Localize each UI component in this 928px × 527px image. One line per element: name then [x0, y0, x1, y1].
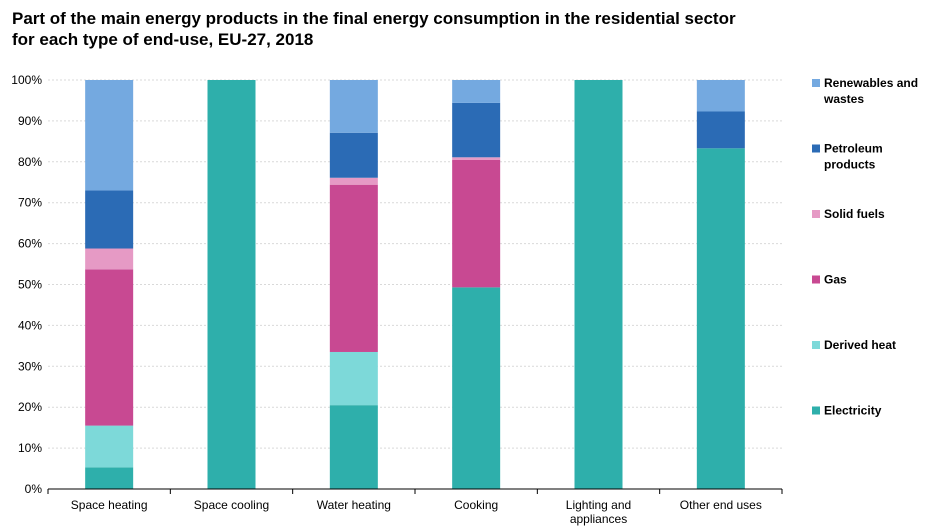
- bar-segment: [85, 80, 134, 191]
- legend-label: products: [824, 158, 876, 172]
- bar-segment: [574, 80, 623, 489]
- legend-label: Petroleum: [824, 142, 883, 156]
- bar-segment: [85, 269, 134, 426]
- legend-label: Solid fuels: [824, 207, 885, 221]
- bar-segment: [329, 184, 378, 352]
- y-axis: 0% 10% 20% 30% 40% 50% 60% 70% 80% 90% 100%: [11, 73, 42, 496]
- bar-segment: [85, 248, 134, 270]
- bar-segment: [207, 80, 256, 489]
- legend-swatch: [812, 79, 820, 87]
- x-tick-label: appliances: [570, 512, 627, 526]
- gridlines: [48, 79, 782, 449]
- legend-label: wastes: [823, 92, 864, 106]
- bar-segment: [696, 80, 745, 112]
- x-tick-label: Lighting and: [566, 498, 631, 512]
- x-tick-label: Cooking: [454, 498, 498, 512]
- legend-swatch: [812, 275, 820, 284]
- legend-swatch: [812, 341, 820, 349]
- x-tick-label: Space cooling: [194, 498, 269, 512]
- legend-label: Gas: [824, 273, 847, 287]
- bar-segment: [452, 287, 501, 489]
- y-tick-label: 100%: [11, 73, 42, 87]
- legend-label: Derived heat: [824, 338, 896, 352]
- bar-segment: [452, 159, 501, 288]
- bar-segment: [696, 148, 745, 490]
- legend-label: Electricity: [824, 404, 882, 418]
- x-axis: Space heating Space cooling Water heating C…: [47, 488, 783, 526]
- x-tick-label: Space heating: [71, 498, 148, 512]
- chart-title: Part of the main energy products in the …: [12, 9, 736, 49]
- y-tick-label: 50%: [18, 278, 42, 292]
- y-tick-label: 20%: [18, 400, 42, 414]
- y-tick-label: 60%: [18, 237, 42, 251]
- bar-segment: [452, 102, 501, 158]
- y-tick-label: 80%: [18, 155, 42, 169]
- bar-segment: [329, 80, 378, 133]
- y-tick-label: 30%: [18, 359, 42, 373]
- legend-swatch: [812, 210, 820, 218]
- bar-segment: [452, 157, 501, 160]
- legend-swatch: [812, 406, 820, 415]
- y-tick-label: 90%: [18, 114, 42, 128]
- legend-label: Renewables and: [824, 76, 918, 90]
- bar-segment: [85, 425, 134, 468]
- y-tick-label: 0%: [25, 482, 43, 496]
- y-tick-label: 10%: [18, 441, 42, 455]
- bar-segment: [452, 80, 501, 103]
- bar-segment: [85, 467, 134, 489]
- legend: Renewables and wastes Petroleum products Sol…: [812, 76, 918, 418]
- x-tick-label: Other end uses: [680, 498, 762, 512]
- bar-segment: [329, 405, 378, 489]
- bars: [85, 80, 745, 490]
- x-tick-label: Water heating: [317, 498, 391, 512]
- legend-swatch: [812, 144, 820, 153]
- bar-segment: [329, 177, 378, 185]
- y-tick-label: 40%: [18, 318, 42, 332]
- bar-segment: [329, 132, 378, 178]
- bar-segment: [329, 351, 378, 406]
- bar-segment: [85, 190, 134, 249]
- y-tick-label: 70%: [18, 196, 42, 210]
- bar-segment: [696, 111, 745, 149]
